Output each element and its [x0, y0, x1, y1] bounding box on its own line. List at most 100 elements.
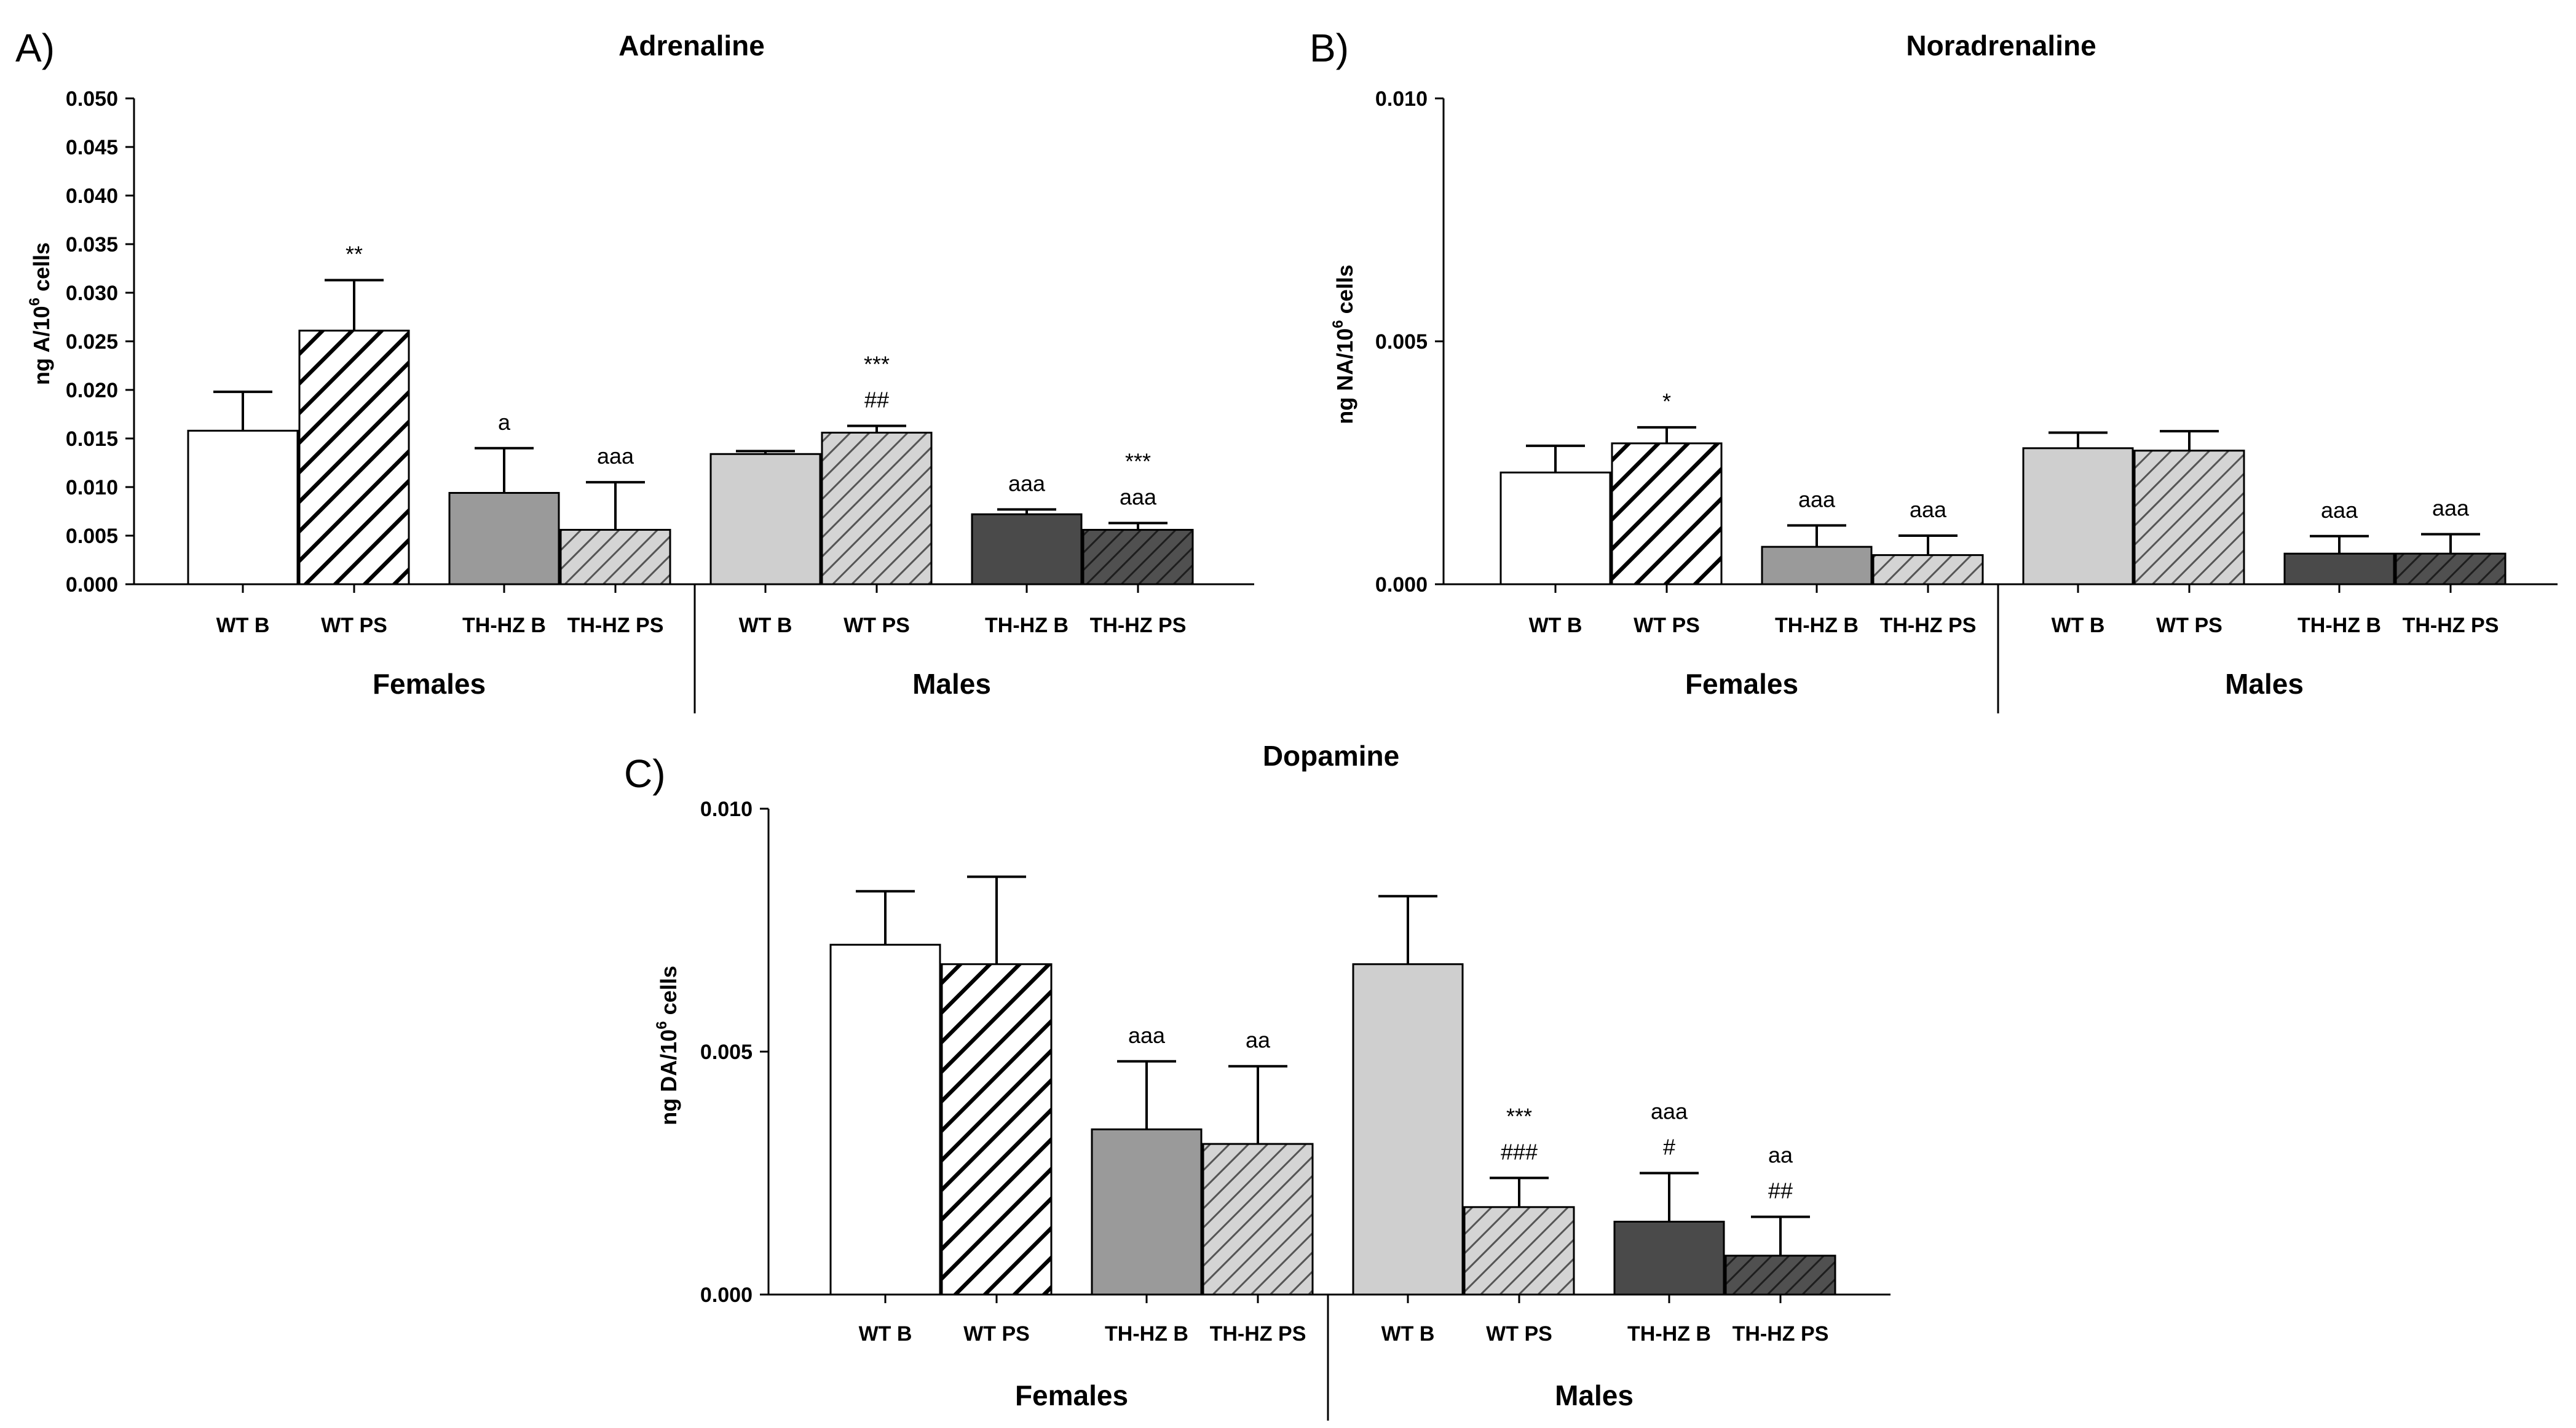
bar — [298, 330, 410, 585]
annotations: * aaa aaa aaa aaa — [1662, 389, 2470, 523]
bar — [2022, 447, 2134, 585]
bar — [448, 491, 560, 585]
bar — [1872, 554, 1984, 585]
y-ticks: 0.000 0.005 0.010 0.015 0.020 0.025 0.030 0.035… — [66, 87, 1254, 713]
panel-label: A) — [15, 26, 55, 70]
x-tick-label: WT B — [859, 1322, 912, 1346]
y-tick-label: 0.020 — [66, 379, 118, 402]
group-label: Males — [912, 668, 991, 700]
x-tick-label: TH-HZ B — [2297, 614, 2381, 637]
x-tick-label: WT PS — [1486, 1322, 1552, 1346]
y-tick-label: 0.005 — [700, 1041, 753, 1064]
chart-title: Noradrenaline — [1906, 30, 2096, 61]
y-tick-label: 0.050 — [66, 87, 118, 111]
y-tick-label: 0.000 — [700, 1283, 753, 1307]
bar — [821, 432, 933, 585]
significance-label: ## — [1768, 1178, 1793, 1204]
x-tick-label: WT B — [1381, 1322, 1435, 1346]
y-tick-label: 0.045 — [66, 136, 118, 159]
adrenaline-chart: A) Adrenaline ng A/106 cells 0.000 0.005 0… — [15, 26, 1254, 713]
significance-label: aaa — [2321, 498, 2358, 523]
y-tick-label: 0.040 — [66, 184, 118, 208]
significance-label: aaa — [1798, 486, 1836, 512]
bar — [1499, 471, 1611, 585]
y-tick-label: 0.005 — [1375, 330, 1428, 354]
significance-label: aaa — [1120, 484, 1157, 509]
y-axis-label: ng NA/106 cells — [1330, 264, 1357, 424]
bar — [2395, 552, 2507, 585]
group-label: Females — [1015, 1379, 1128, 1411]
group-labels: Females Males — [1685, 668, 2304, 700]
bars — [187, 279, 1194, 585]
bar — [1463, 1206, 1575, 1296]
y-tick-label: 0.030 — [66, 282, 118, 305]
x-tick-label: TH-HZ PS — [1732, 1322, 1829, 1346]
group-labels: Females Males — [1015, 1379, 1634, 1411]
bar — [2283, 552, 2395, 585]
y-axis-label: ng DA/106 cells — [654, 966, 681, 1125]
y-axis-label: ng A/106 cells — [26, 242, 54, 385]
x-ticks: WT B WT PS TH-HZ B TH-HZ PS WT B WT PS TH-HZ B… — [1529, 584, 2499, 637]
significance-label: aaa — [1651, 1099, 1688, 1124]
x-tick-label: WT PS — [844, 614, 910, 637]
significance-label: aaa — [597, 443, 634, 469]
dopamine-chart: C) Dopamine ng DA/106 cells 0.000 0.005 0.… — [624, 740, 1891, 1421]
significance-label: ### — [1501, 1139, 1538, 1164]
x-tick-label: TH-HZ B — [1627, 1322, 1711, 1346]
x-tick-label: TH-HZ PS — [1880, 614, 1977, 637]
significance-label: aaa — [1008, 470, 1046, 496]
significance-label: * — [1662, 389, 1671, 414]
bar — [971, 513, 1083, 585]
significance-label: aa — [1768, 1143, 1793, 1168]
noradrenaline-chart: B) Noradrenaline ng NA/106 cells 0.000 0.… — [1310, 26, 2558, 713]
bar — [709, 453, 821, 585]
group-label: Males — [2225, 668, 2304, 700]
x-tick-label: WT PS — [963, 1322, 1030, 1346]
panel-label: B) — [1310, 26, 1349, 70]
x-tick-label: TH-HZ B — [1775, 614, 1859, 637]
bars — [829, 875, 1836, 1296]
significance-label: *** — [864, 351, 890, 376]
significance-label: ** — [346, 241, 363, 266]
y-tick-label: 0.010 — [66, 476, 118, 499]
x-tick-label: WT B — [739, 614, 792, 637]
significance-label: # — [1663, 1135, 1675, 1160]
significance-label: *** — [1125, 448, 1151, 474]
significance-label: *** — [1506, 1103, 1532, 1129]
x-tick-label: TH-HZ B — [462, 614, 546, 637]
y-tick-label: 0.005 — [66, 525, 118, 548]
x-tick-label: TH-HZ PS — [2403, 614, 2499, 637]
x-tick-label: TH-HZ PS — [1210, 1322, 1306, 1346]
x-tick-label: TH-HZ B — [985, 614, 1069, 637]
significance-label: ## — [864, 387, 889, 412]
y-tick-label: 0.000 — [66, 573, 118, 597]
x-tick-label: TH-HZ PS — [567, 614, 664, 637]
group-label: Males — [1555, 1379, 1634, 1411]
x-tick-label: TH-HZ B — [1105, 1322, 1188, 1346]
chart-title: Adrenaline — [618, 30, 765, 61]
bar — [559, 529, 671, 585]
annotations: aaa aa***###aaa# aa## — [1128, 1023, 1793, 1204]
significance-label: aaa — [2432, 496, 2470, 521]
y-tick-label: 0.015 — [66, 427, 118, 451]
group-labels: Females Males — [373, 668, 991, 700]
bar — [1082, 529, 1194, 585]
bar — [2133, 450, 2245, 585]
y-tick-label: 0.035 — [66, 233, 118, 256]
bar — [1761, 545, 1873, 585]
bar — [941, 963, 1053, 1296]
panel-label: C) — [624, 752, 666, 796]
x-tick-label: WT PS — [321, 614, 387, 637]
bar — [1202, 1143, 1314, 1296]
y-tick-label: 0.010 — [700, 798, 753, 821]
chart-title: Dopamine — [1263, 740, 1399, 772]
bar — [1352, 963, 1464, 1296]
significance-label: a — [498, 410, 511, 435]
bar — [1725, 1255, 1836, 1296]
x-tick-label: WT B — [216, 614, 270, 637]
bar — [187, 429, 299, 585]
x-tick-label: WT PS — [1634, 614, 1700, 637]
bar — [829, 943, 941, 1296]
